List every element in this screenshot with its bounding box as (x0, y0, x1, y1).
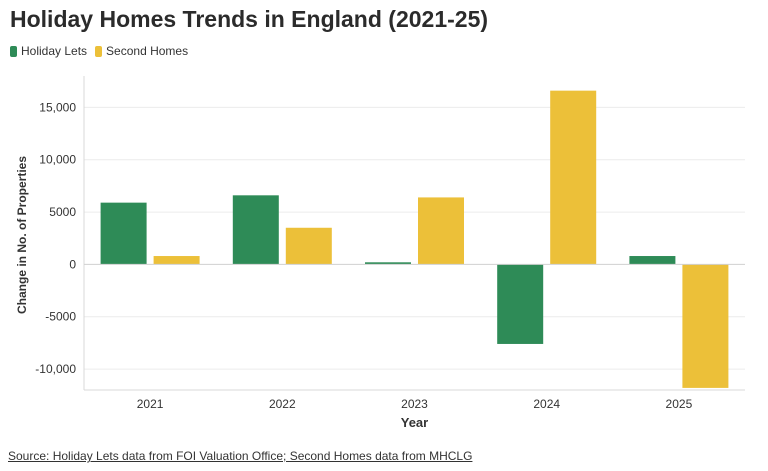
legend-label-second-homes: Second Homes (106, 44, 189, 58)
x-tick-label: 2023 (401, 397, 428, 411)
bar-holiday-lets (629, 256, 676, 265)
bar-second-homes (418, 197, 464, 265)
y-tick-label: 0 (69, 257, 76, 271)
bar-second-homes (285, 227, 332, 265)
bar-holiday-lets (365, 262, 411, 265)
source-note[interactable]: Source: Holiday Lets data from FOI Valua… (8, 449, 473, 463)
x-tick-label: 2021 (137, 397, 164, 411)
bar-second-homes (682, 264, 729, 388)
legend: Holiday Lets Second Homes (10, 44, 196, 58)
bar-second-homes (153, 256, 200, 265)
x-axis-title: Year (401, 415, 428, 430)
y-tick-label: -10,000 (35, 362, 76, 376)
y-axis-title: Change in No. of Properties (15, 156, 29, 314)
y-tick-label: 10,000 (39, 153, 76, 167)
y-tick-label: 15,000 (39, 100, 76, 114)
chart-title: Holiday Homes Trends in England (2021-25… (10, 6, 489, 32)
x-tick-label: 2024 (533, 397, 560, 411)
legend-swatch-holiday-lets (10, 45, 17, 57)
bar-second-homes (550, 90, 597, 265)
x-tick-label: 2025 (666, 397, 693, 411)
legend-label-holiday-lets: Holiday Lets (21, 44, 88, 58)
bar-holiday-lets (497, 264, 544, 344)
bar-holiday-lets (232, 195, 279, 265)
y-tick-label: 5000 (49, 205, 76, 219)
x-tick-label: 2022 (269, 397, 296, 411)
legend-swatch-second-homes (95, 45, 103, 57)
legend-item-second-homes: Second Homes (95, 44, 188, 58)
bar-holiday-lets (100, 202, 147, 265)
legend-item-holiday-lets: Holiday Lets (10, 44, 87, 58)
y-tick-label: -5000 (45, 310, 76, 324)
